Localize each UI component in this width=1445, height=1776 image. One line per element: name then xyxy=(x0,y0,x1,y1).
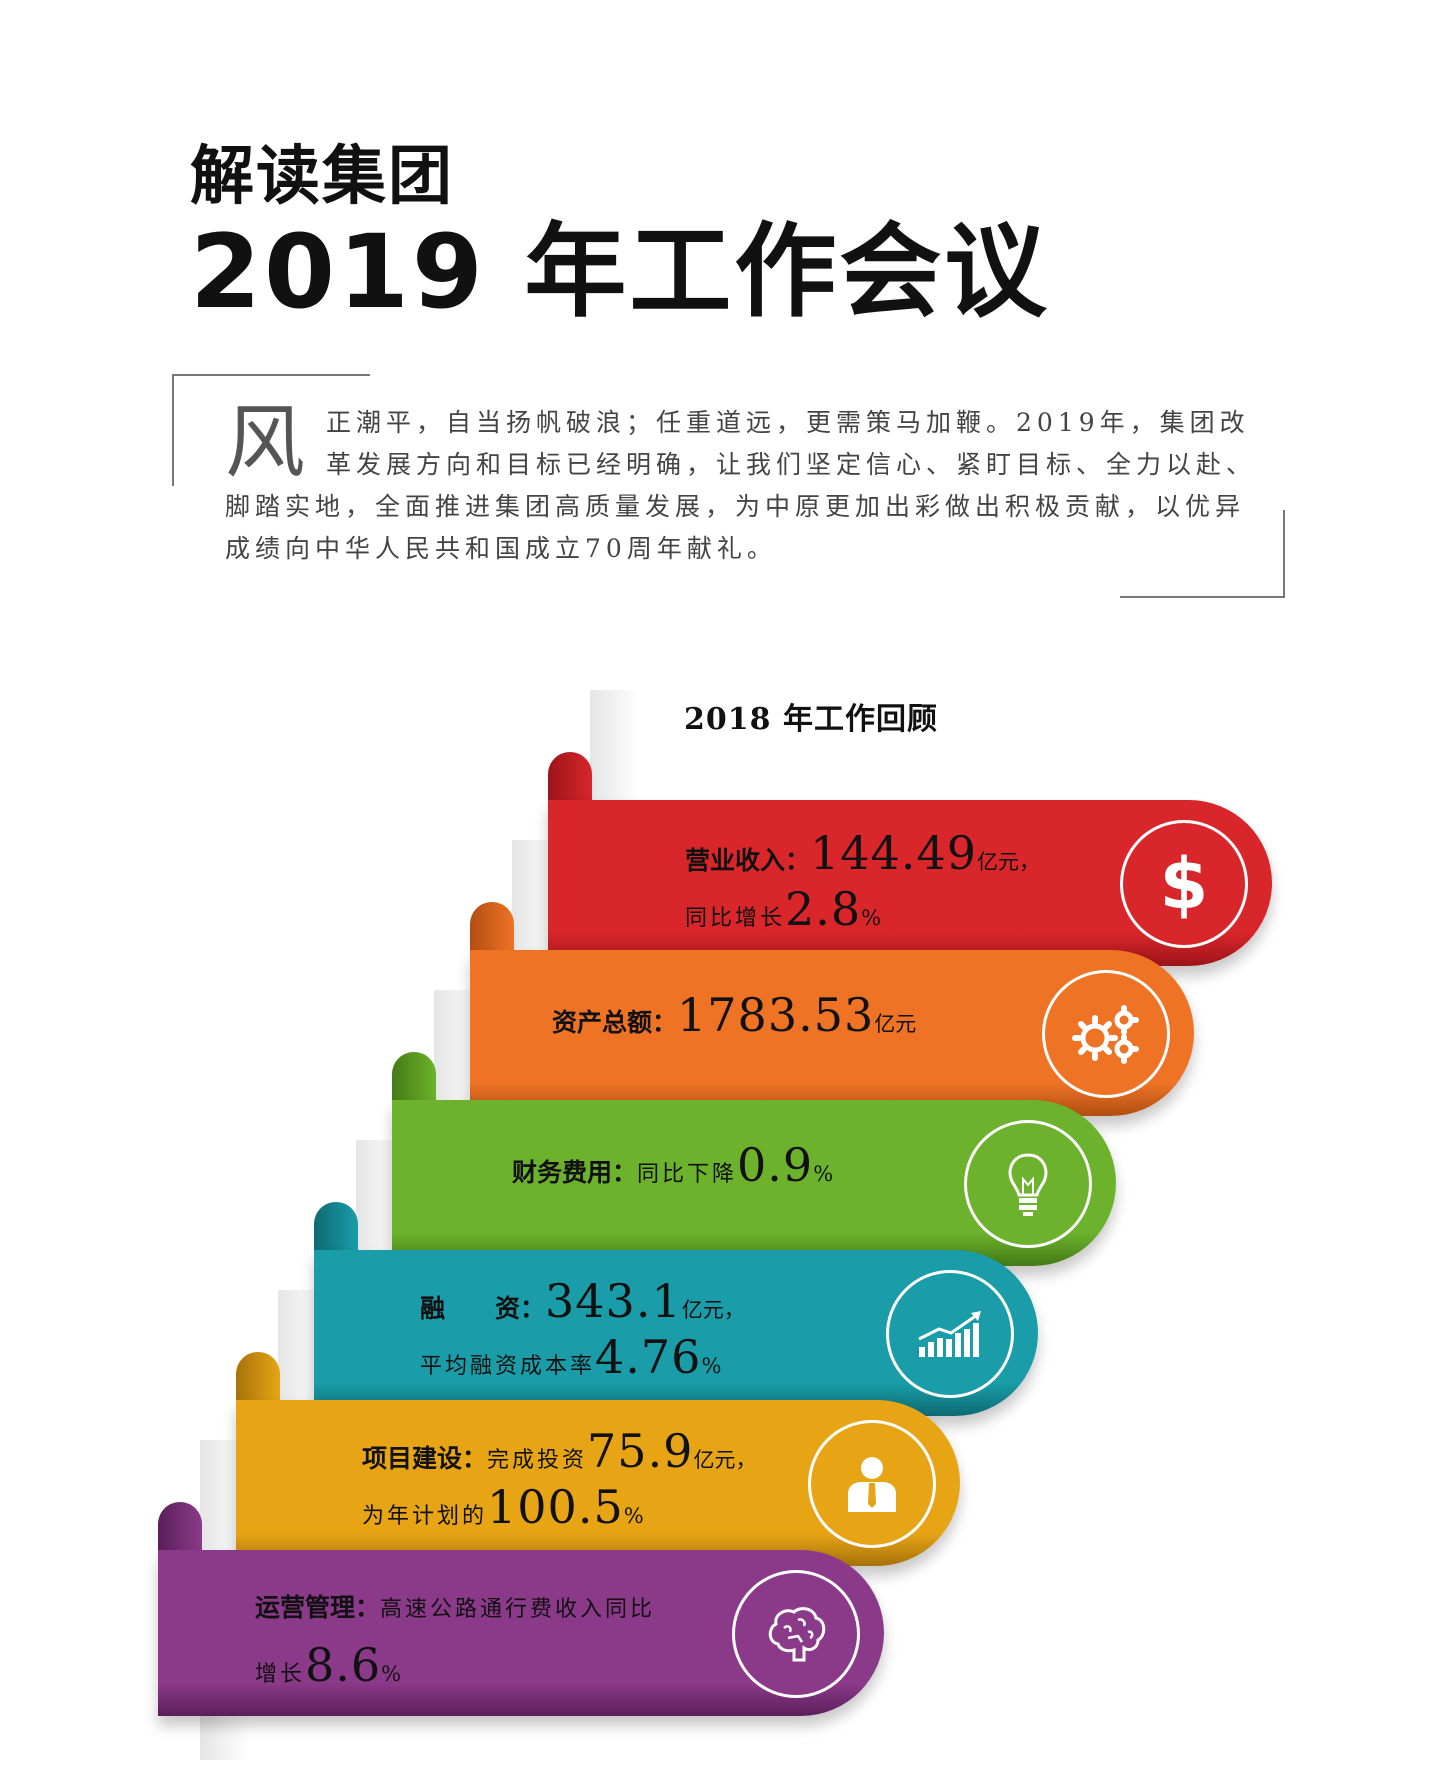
operations-pre: 高速公路通行费收入同比 xyxy=(380,1597,656,1622)
project-icon-circle xyxy=(808,1420,936,1548)
assets-unit: 亿元 xyxy=(874,1012,917,1036)
review-section-title: 2018 年工作回顾 xyxy=(684,702,938,737)
project-plan-value: 100.5 xyxy=(487,1480,624,1534)
finance-cost-pre: 同比下降 xyxy=(637,1162,738,1187)
finance-cost-icon-circle xyxy=(964,1120,1092,1248)
intro-paragraph: 风 正潮平，自当扬帆破浪；任重道远，更需策马加鞭。2019年，集团改革发展方向和… xyxy=(225,402,1265,570)
finance-cost-unit: % xyxy=(813,1162,834,1186)
operations-text: 运营管理：高速公路通行费收入同比 增长8.6% xyxy=(255,1588,655,1692)
bar-chart-icon xyxy=(918,1311,981,1357)
dollar-icon: $ xyxy=(1159,843,1209,925)
project-plan-unit: % xyxy=(623,1504,644,1528)
revenue-value: 144.49 xyxy=(810,826,977,880)
frame-corner-top-left xyxy=(172,374,370,376)
intro-text: 正潮平，自当扬帆破浪；任重道远，更需策马加鞭。2019年，集团改革发展方向和目标… xyxy=(225,408,1257,563)
project-label: 项目建设： xyxy=(362,1444,488,1473)
operations-label: 运营管理： xyxy=(255,1593,381,1622)
revenue-growth-unit: % xyxy=(861,906,882,930)
page-title-line2: 2019 年工作会议 xyxy=(190,213,1050,332)
assets-icon-circle xyxy=(1042,970,1170,1098)
project-unit: 亿元， xyxy=(693,1448,757,1472)
operations-icon-circle xyxy=(732,1570,860,1698)
assets-label: 资产总额： xyxy=(552,1008,678,1037)
revenue-unit: 亿元， xyxy=(976,850,1040,874)
frame-corner-top-left-vertical xyxy=(172,374,174,486)
finance-cost-value: 0.9 xyxy=(737,1138,814,1192)
revenue-text: 营业收入：144.49亿元， 同比增长2.8% xyxy=(685,826,1040,936)
financing-rate-unit: % xyxy=(701,1354,722,1378)
revenue-growth-label: 同比增长 xyxy=(685,906,786,931)
financing-label: 融 资： xyxy=(420,1294,546,1323)
page-title-line1: 解读集团 xyxy=(190,140,454,214)
brain-icon xyxy=(768,1607,826,1662)
financing-rate-label: 平均融资成本率 xyxy=(420,1354,596,1379)
intro-dropcap: 风 xyxy=(225,396,310,489)
revenue-icon-circle: $ xyxy=(1120,820,1248,948)
revenue-growth-value: 2.8 xyxy=(785,882,862,936)
financing-unit: 亿元， xyxy=(681,1298,745,1322)
lightbulb-icon xyxy=(1008,1153,1048,1216)
assets-text: 资产总额：1783.53亿元 xyxy=(552,988,916,1042)
revenue-label: 营业收入： xyxy=(685,846,811,875)
operations-growth-label: 增长 xyxy=(255,1662,306,1687)
frame-corner-bottom-right xyxy=(1120,596,1285,598)
finance-cost-text: 财务费用：同比下降0.9% xyxy=(512,1138,833,1192)
frame-corner-bottom-right-vertical xyxy=(1283,510,1285,598)
finance-cost-label: 财务费用： xyxy=(512,1158,638,1187)
project-text: 项目建设：完成投资75.9亿元， 为年计划的100.5% xyxy=(362,1424,756,1534)
person-icon xyxy=(848,1457,896,1512)
gears-icon xyxy=(1072,1005,1139,1064)
operations-growth-value: 8.6 xyxy=(305,1638,382,1692)
project-plan-label: 为年计划的 xyxy=(362,1504,488,1529)
financing-rate-value: 4.76 xyxy=(595,1330,702,1384)
project-pre: 完成投资 xyxy=(487,1448,588,1473)
assets-value: 1783.53 xyxy=(677,988,875,1042)
financing-text: 融 资：343.1亿元， 平均融资成本率4.76% xyxy=(420,1274,745,1384)
project-value: 75.9 xyxy=(587,1424,694,1478)
operations-growth-unit: % xyxy=(381,1662,402,1686)
financing-icon-circle xyxy=(886,1270,1014,1398)
financing-value: 343.1 xyxy=(545,1274,682,1328)
